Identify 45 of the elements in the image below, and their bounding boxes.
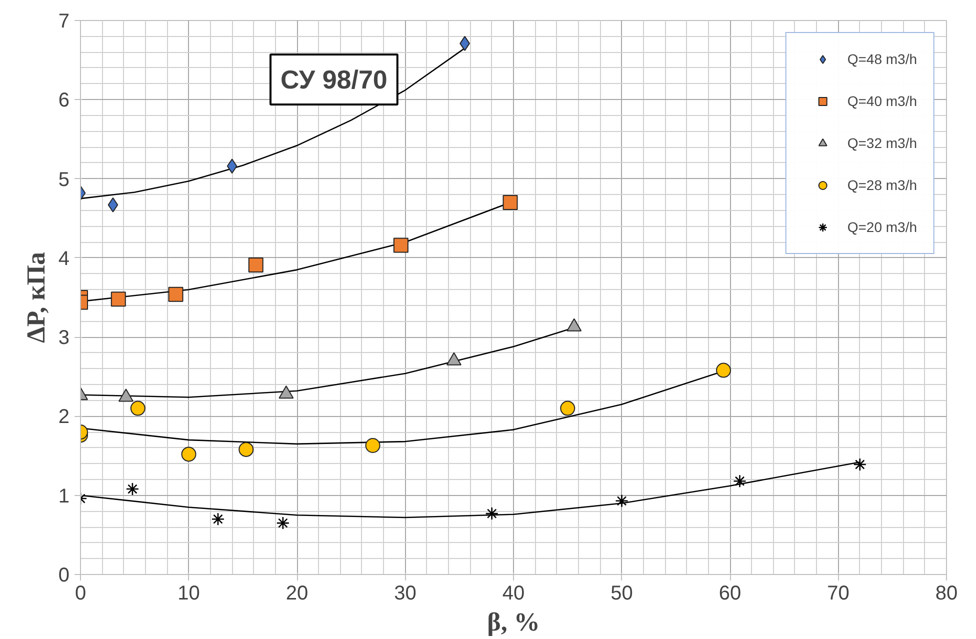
y-tick-label: 4 [58, 248, 70, 270]
x-tick-label: 80 [935, 582, 958, 604]
x-tick-label: 0 [74, 582, 86, 604]
legend-label: Q=32 m3/h [847, 135, 917, 151]
point [502, 195, 518, 210]
point [276, 516, 290, 530]
y-tick-label: 3 [58, 327, 70, 350]
point [365, 438, 380, 453]
legend-label: Q=48 m3/h [847, 51, 917, 67]
x-tick-label: 30 [394, 582, 416, 604]
point [716, 362, 732, 378]
y-tick-label: 5 [58, 168, 70, 191]
x-axis-title: β, % [487, 608, 540, 636]
point [108, 197, 118, 212]
point [485, 506, 498, 520]
y-tick-label: 6 [58, 90, 70, 112]
legend-label: Q=28 m3/h [847, 177, 917, 193]
x-tick-label: 40 [502, 582, 525, 604]
legend-label: Q=40 m3/h [847, 93, 917, 109]
point [110, 292, 126, 307]
x-tick-label: 60 [718, 582, 742, 604]
point [168, 286, 184, 302]
point [393, 238, 408, 253]
point [130, 400, 146, 416]
x-tick-label: 50 [610, 582, 633, 604]
point [211, 512, 225, 526]
x-tick-label: 70 [827, 582, 850, 604]
point [615, 494, 628, 508]
point [181, 446, 196, 462]
point [733, 474, 746, 488]
y-tick-label: 7 [58, 10, 70, 32]
point [226, 158, 238, 174]
text: СУ 98/70 [280, 64, 388, 94]
point [853, 458, 867, 472]
point [248, 258, 264, 273]
point [560, 400, 576, 416]
x-tick-label: 20 [286, 582, 308, 604]
legend-label: Q=20 m3/h [847, 219, 917, 235]
y-axis-title: ΔP, кПа [21, 252, 50, 343]
point [126, 482, 140, 496]
point [238, 442, 254, 457]
y-tick-label: 1 [58, 485, 70, 508]
x-tick-label: 10 [178, 582, 200, 604]
y-tick-label: 0 [58, 564, 70, 586]
y-tick-label: 2 [58, 406, 70, 428]
